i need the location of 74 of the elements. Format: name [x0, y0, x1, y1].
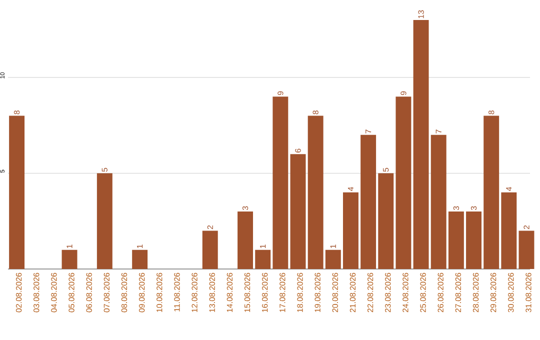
bar [413, 20, 429, 269]
x-tick-label: 11.08.2026 [174, 272, 180, 312]
data-label: 1 [137, 244, 143, 248]
x-tick-label: 31.08.2026 [526, 272, 532, 312]
bar [325, 250, 341, 269]
x-tick-label: 05.08.2026 [68, 272, 74, 312]
x-tick-label: 16.08.2026 [262, 272, 268, 312]
data-label: 1 [260, 244, 266, 248]
data-label: 5 [102, 168, 108, 172]
data-label: 9 [400, 91, 406, 96]
data-label: 3 [453, 206, 460, 210]
x-tick-label: 25.08.2026 [420, 272, 426, 312]
x-tick-label: 30.08.2026 [508, 272, 514, 312]
bar [132, 250, 148, 269]
x-tick-label: 22.08.2026 [367, 272, 374, 312]
bar [360, 134, 376, 269]
x-tick-label: 06.08.2026 [86, 272, 92, 312]
data-label: 3 [470, 206, 477, 210]
x-tick-label: 09.08.2026 [138, 272, 145, 312]
data-label: 4 [348, 186, 354, 191]
x-tick-label: 20.08.2026 [332, 272, 338, 312]
bar [96, 173, 112, 269]
x-tick-label: 10.08.2026 [156, 272, 162, 312]
bar [430, 134, 446, 269]
x-tick-label: 18.08.2026 [297, 272, 303, 312]
bar [202, 230, 218, 269]
bar [343, 192, 358, 269]
data-label: 1 [330, 244, 336, 248]
bar [290, 154, 306, 269]
bar [255, 250, 271, 269]
data-label: 8 [488, 110, 494, 114]
x-tick-label: 29.08.2026 [490, 272, 496, 312]
x-tick-label: 23.08.2026 [385, 272, 391, 312]
data-label: 4 [506, 186, 512, 191]
x-tick-label: 15.08.2026 [244, 272, 250, 312]
x-tick-label: 04.08.2026 [51, 272, 57, 312]
bar [466, 212, 482, 269]
data-label: 8 [312, 110, 318, 114]
x-tick-label: 27.08.2026 [455, 272, 462, 312]
data-label: 6 [295, 148, 301, 152]
x-tick-label: 26.08.2026 [438, 272, 444, 312]
bar [396, 96, 412, 269]
x-tick-label: 03.08.2026 [34, 272, 40, 312]
x-tick-label: 17.08.2026 [280, 272, 286, 312]
bar [272, 96, 288, 269]
data-label: 2 [207, 225, 213, 230]
x-tick-label: 08.08.2026 [121, 272, 128, 312]
bar [501, 192, 517, 269]
data-label: 9 [278, 91, 284, 96]
data-label: 2 [524, 225, 530, 230]
x-tick-label: 07.08.2026 [104, 272, 110, 312]
x-tick-label: 19.08.2026 [314, 272, 320, 312]
bar [448, 212, 464, 269]
bar [378, 173, 394, 269]
x-tick-label: 14.08.2026 [226, 272, 233, 312]
x-tick-label: 02.08.2026 [16, 272, 22, 312]
data-label: 1 [66, 244, 72, 248]
bar [9, 116, 25, 269]
data-label: 7 [436, 130, 442, 134]
bar [238, 212, 254, 269]
x-tick-label: 24.08.2026 [402, 272, 408, 312]
x-tick-label: 13.08.2026 [209, 272, 215, 312]
x-tick-label: 28.08.2026 [472, 272, 479, 312]
x-tick-label: 21.08.2026 [350, 272, 356, 312]
data-label: 7 [366, 130, 372, 134]
bar [518, 230, 534, 269]
data-label: 3 [242, 206, 248, 210]
data-label: 5 [383, 168, 389, 172]
bar [62, 250, 78, 269]
x-tick-label: 12.08.2026 [192, 272, 198, 312]
data-label: 13 [418, 10, 424, 18]
bar [308, 116, 324, 269]
data-label: 8 [14, 110, 20, 114]
bar [484, 116, 500, 269]
